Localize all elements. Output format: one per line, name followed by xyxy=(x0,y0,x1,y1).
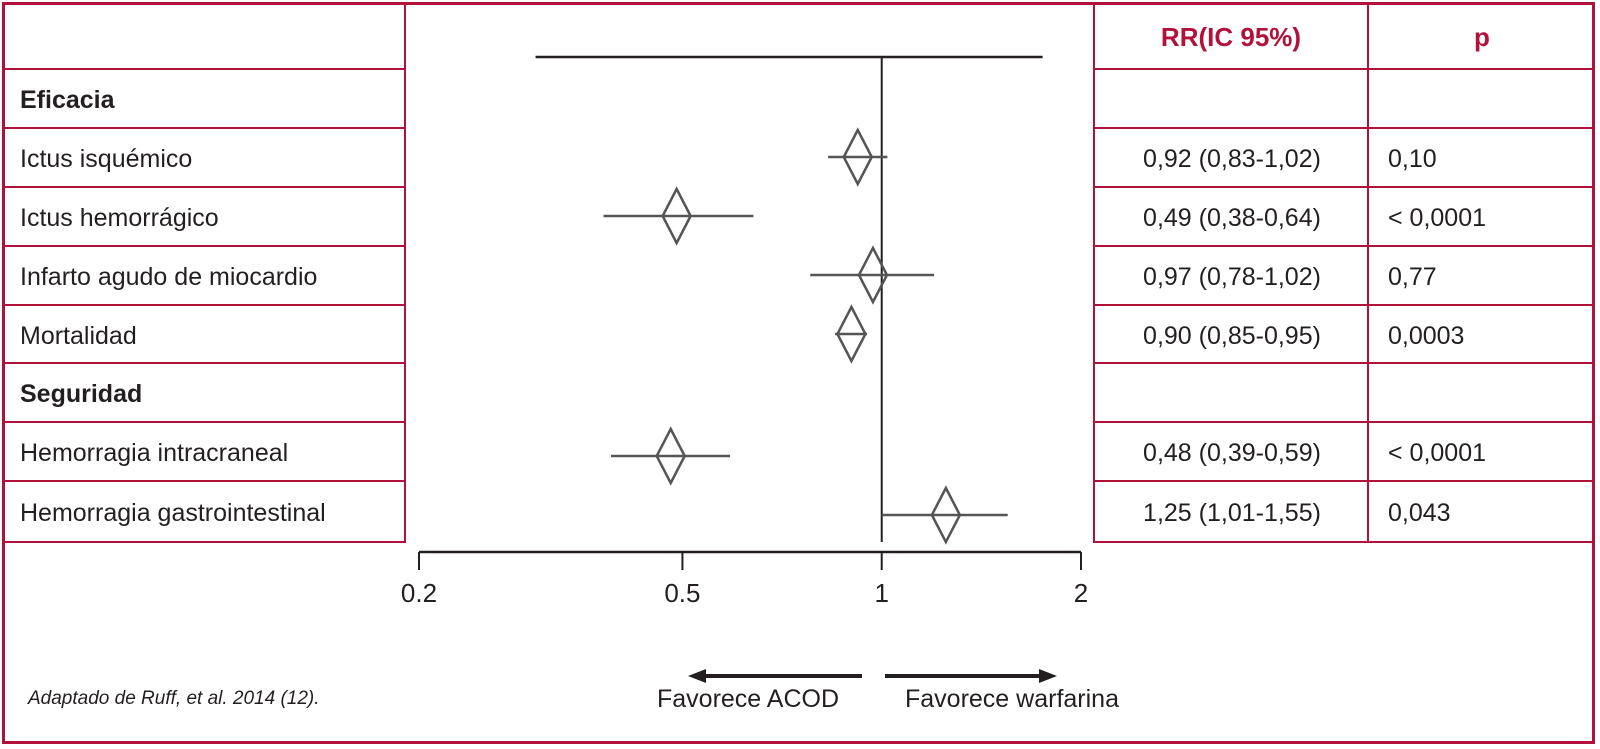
p-value: 0,0003 xyxy=(1388,322,1465,350)
column-divider xyxy=(1093,2,1095,543)
estimate-diamond xyxy=(857,245,889,305)
rr-value: 0,97 (0,78-1,02) xyxy=(1143,263,1321,291)
row-label: Hemorragia intracraneal xyxy=(20,439,289,467)
rr-column-header: RR(IC 95%) xyxy=(1160,22,1302,52)
row-label: Eficacia xyxy=(20,86,115,114)
row-label: Seguridad xyxy=(20,380,143,408)
rr-value: 0,49 (0,38-0,64) xyxy=(1143,204,1321,232)
rr-value: 1,25 (1,01-1,55) xyxy=(1143,499,1321,527)
row-divider xyxy=(1093,480,1595,482)
row-divider xyxy=(2,541,406,543)
p-value: 0,10 xyxy=(1388,145,1437,173)
row-label: Mortalidad xyxy=(20,322,137,350)
row-divider xyxy=(2,186,406,188)
estimate-diamond xyxy=(655,426,687,486)
row-divider xyxy=(2,127,406,129)
row-divider xyxy=(2,480,406,482)
row-divider xyxy=(2,68,406,70)
favours-left-arrowhead xyxy=(688,669,706,683)
row-label: Ictus isquémico xyxy=(20,145,193,173)
estimate-diamond xyxy=(661,186,693,246)
row-divider xyxy=(2,304,406,306)
row-divider xyxy=(1093,304,1595,306)
row-divider xyxy=(1093,541,1595,543)
estimate-diamond xyxy=(930,485,962,545)
favours-left-label: Favorece ACOD xyxy=(657,685,840,713)
estimate-diamond xyxy=(842,127,874,187)
p-column-header: p xyxy=(1474,22,1490,52)
favours-right-arrowhead xyxy=(1039,669,1057,683)
row-divider xyxy=(1093,68,1595,70)
estimate-diamond xyxy=(836,304,867,364)
x-tick-label: 0.2 xyxy=(400,578,438,608)
row-divider xyxy=(1093,421,1595,423)
column-divider xyxy=(1367,2,1369,543)
x-tick-label: 2 xyxy=(1073,578,1089,608)
p-value: 0,043 xyxy=(1388,499,1451,527)
row-divider xyxy=(1093,127,1595,129)
row-divider xyxy=(2,362,406,364)
x-tick-label: 0.5 xyxy=(664,578,701,608)
column-divider xyxy=(404,2,406,543)
rr-value: 0,90 (0,85-0,95) xyxy=(1143,322,1321,350)
row-divider xyxy=(1093,362,1595,364)
x-tick-label: 1 xyxy=(874,578,889,608)
p-value: 0,77 xyxy=(1388,263,1437,291)
row-divider xyxy=(1093,245,1595,247)
row-divider xyxy=(2,421,406,423)
rr-value: 0,92 (0,83-1,02) xyxy=(1143,145,1321,173)
row-divider xyxy=(1093,186,1595,188)
row-label: Infarto agudo de miocardio xyxy=(20,263,318,291)
source-note: Adaptado de Ruff, et al. 2014 (12). xyxy=(28,688,320,709)
p-value: < 0,0001 xyxy=(1388,204,1487,232)
row-divider xyxy=(2,245,406,247)
favours-right-label: Favorece warfarina xyxy=(905,685,1119,713)
row-label: Ictus hemorrágico xyxy=(20,204,219,232)
p-value: < 0,0001 xyxy=(1388,439,1487,467)
rr-value: 0,48 (0,39-0,59) xyxy=(1143,439,1321,467)
row-label: Hemorragia gastrointestinal xyxy=(20,499,326,527)
